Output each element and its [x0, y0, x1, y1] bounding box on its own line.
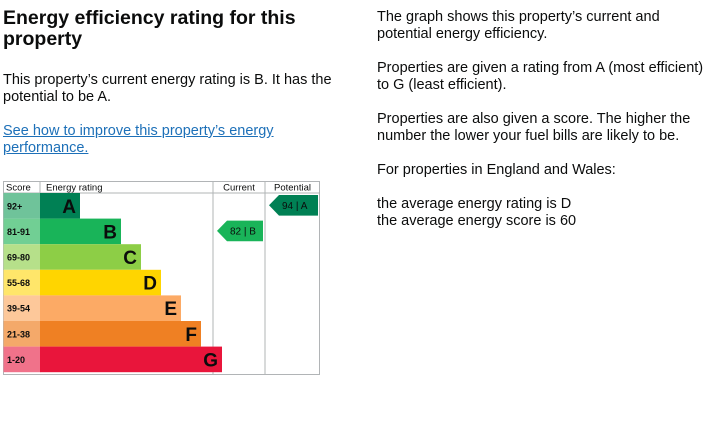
rating-letter-c: C	[123, 248, 137, 269]
average-rating: the average energy rating is D	[377, 196, 572, 212]
improve-energy-link[interactable]: See how to improve this property’s energ…	[3, 123, 274, 156]
score-cell-b	[3, 218, 41, 245]
score-range-d: 55-68	[7, 278, 30, 288]
score-cell-e	[3, 295, 41, 321]
graph-explanation: The graph shows this property’s current …	[377, 9, 660, 42]
rating-bar-b	[40, 218, 121, 245]
potential-rating-marker	[269, 195, 318, 216]
header-potential: Potential	[274, 183, 311, 194]
rating-bar-e	[40, 295, 181, 321]
rating-bar-a	[40, 193, 80, 219]
score-explanation: Properties are also given a score. The h…	[377, 111, 691, 144]
rating-summary-section: Energy efficiency rating for this proper…	[3, 8, 343, 174]
rating-bar-f	[40, 321, 201, 347]
score-range-a: 92+	[7, 201, 22, 211]
rating-letter-f: F	[185, 325, 197, 346]
header-current: Current	[223, 183, 255, 194]
header-score: Score	[6, 183, 31, 194]
current-rating-label: 82 | B	[230, 226, 256, 237]
score-range-f: 21-38	[7, 329, 30, 339]
rating-summary-text: This property’s current energy rating is…	[3, 72, 332, 105]
rating-bar-c	[40, 244, 141, 270]
average-score: the average energy score is 60	[377, 213, 577, 229]
score-cell-a	[3, 193, 41, 219]
score-cell-g	[3, 346, 41, 373]
region-note: For properties in England and Wales:	[377, 162, 616, 178]
rating-bar-d	[40, 269, 161, 296]
rating-scale-explanation: Properties are given a rating from A (mo…	[377, 60, 704, 93]
rating-letter-e: E	[164, 299, 177, 320]
energy-rating-chart-svg: Score Energy rating Current Potential 92+ A 81…	[3, 181, 320, 375]
explanation-section: The graph shows this property’s current …	[377, 9, 707, 230]
rating-letter-a: A	[62, 197, 76, 218]
current-rating-marker	[217, 220, 263, 242]
page-title: Energy efficiency rating for this proper…	[3, 7, 296, 50]
rating-bar-g	[40, 346, 222, 373]
score-cell-c	[3, 244, 41, 270]
potential-rating-label: 94 | A	[282, 201, 308, 212]
score-cell-d	[3, 269, 41, 296]
rating-letter-g: G	[203, 350, 218, 371]
rating-letter-b: B	[103, 222, 117, 243]
energy-rating-chart: Score Energy rating Current Potential 92+ A 81…	[3, 181, 320, 375]
rating-letter-d: D	[143, 274, 157, 295]
score-range-e: 39-54	[7, 304, 30, 314]
score-cell-f	[3, 321, 41, 347]
score-range-c: 69-80	[7, 253, 30, 263]
header-energy-rating: Energy rating	[46, 183, 103, 194]
score-range-g: 1-20	[7, 355, 25, 365]
score-range-b: 81-91	[7, 227, 30, 237]
